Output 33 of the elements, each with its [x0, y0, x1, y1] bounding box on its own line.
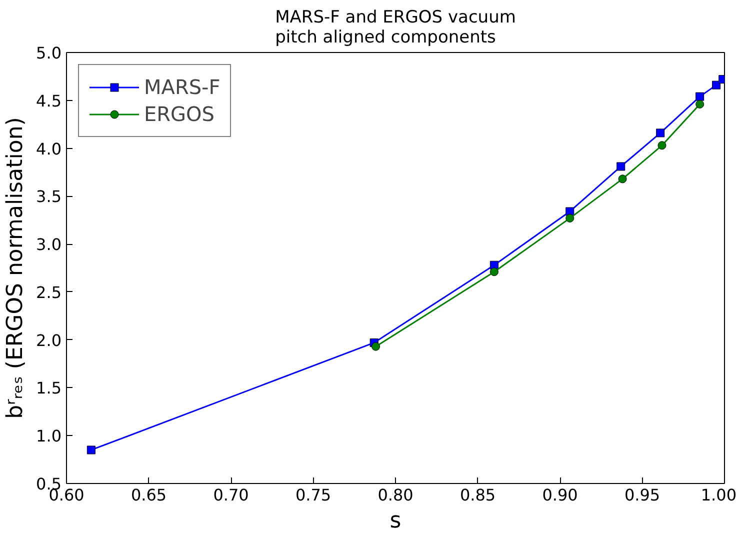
point	[712, 80, 721, 90]
y-tick-label: 3.5	[36, 187, 62, 206]
x-tick-label: 0.75	[295, 486, 332, 504]
point	[618, 174, 627, 184]
legend-label: ERGOS	[144, 102, 214, 126]
x-tick-label: 0.80	[378, 486, 414, 504]
y-tick-label: 1.5	[36, 378, 62, 398]
x-tick-label: 0.95	[624, 486, 660, 504]
y-tick-label: 4.5	[36, 91, 62, 110]
chart-title: MARS-F and ERGOS vacuum pitch aligned components	[275, 8, 516, 48]
x-tick-label: 0.85	[460, 486, 496, 504]
point	[696, 92, 704, 101]
y-tick-label: 2.0	[36, 330, 62, 350]
legend-label: MARS-F	[144, 75, 220, 99]
y-tick-label: 3.0	[36, 235, 62, 254]
x-tick-label: 1.00	[700, 486, 736, 504]
x-tick-label: 0.90	[542, 486, 578, 504]
point	[86, 446, 96, 454]
point	[372, 342, 380, 351]
point	[616, 162, 626, 171]
x-axis-title: s	[390, 508, 402, 534]
y-tick-label: 4.0	[36, 139, 62, 158]
y-axis-title: bʳᵣₑₛ (ERGOS normalisation)	[3, 117, 28, 419]
x-tick-label: 0.65	[130, 486, 167, 504]
point	[658, 141, 666, 150]
y-tick-label: 5.0	[36, 44, 62, 62]
point	[490, 268, 498, 276]
y-tick-label: 1.0	[36, 426, 62, 446]
x-tick-label: 0.70	[213, 486, 249, 504]
point	[696, 100, 704, 108]
point	[656, 128, 665, 138]
y-tick-label: 2.5	[36, 282, 62, 302]
point	[566, 214, 574, 222]
